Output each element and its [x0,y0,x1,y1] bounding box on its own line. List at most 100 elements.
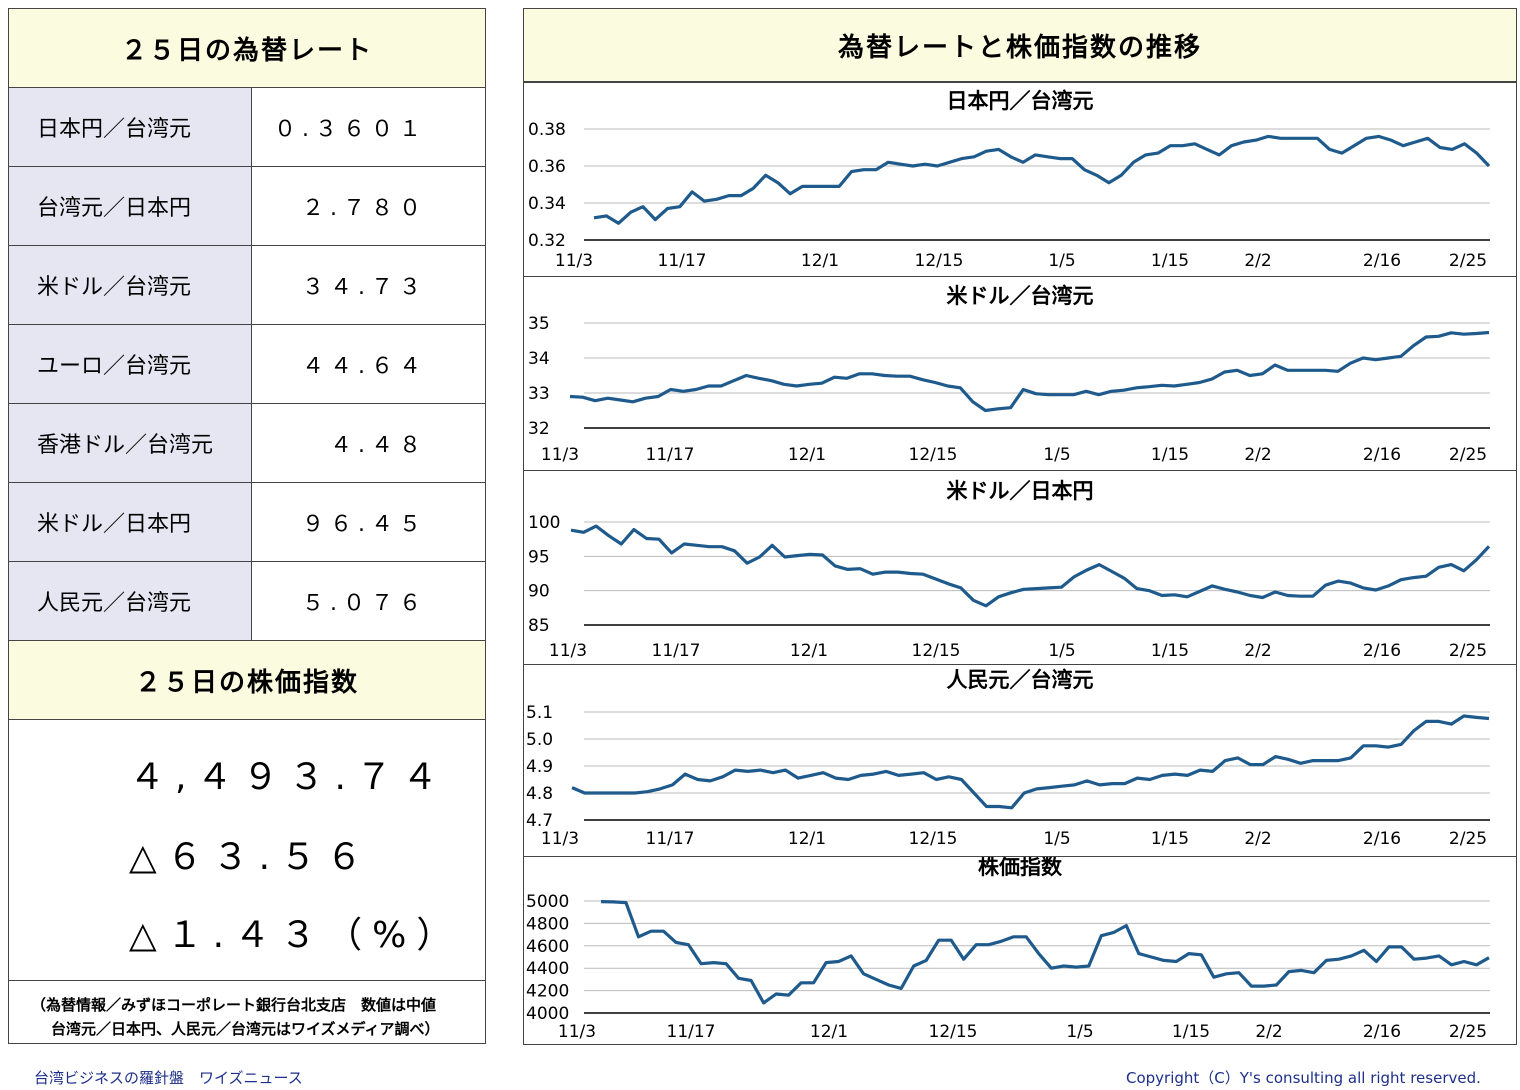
y-tick-label: 5000 [526,892,569,912]
y-tick-label: 4.8 [526,784,553,804]
footer-left: 台湾ビジネスの羅針盤 ワイズニュース [34,1069,303,1087]
chart-svg: 米ドル／日本円 85 90 95 100 11/3 11/17 12/1 12/15 1/5 1/1… [528,479,1491,661]
chart-title: 米ドル／台湾元 [947,284,1094,308]
rate-row: 米ドル／台湾元 ３４.７３ [9,245,485,325]
rate-label: 人民元／台湾元 [9,561,252,641]
y-tick-label: 95 [528,547,550,567]
rate-value: ０.３６０１ [251,88,485,167]
y-tick-label: 4600 [526,937,569,957]
y-tick-label: 4400 [526,959,569,979]
rate-row: 台湾元／日本円 ２.７８０ [9,166,485,246]
x-tick-label: 2/25 [1449,445,1487,465]
y-tick-label: 5.0 [526,730,553,750]
rate-row: 香港ドル／台湾元 ４.４８ [9,403,485,483]
x-tick-label: 2/25 [1449,829,1487,849]
x-tick-label: 12/1 [810,1022,848,1042]
x-tick-label: 12/15 [929,1022,978,1042]
series-line [569,330,1490,413]
x-tick-label: 1/5 [1043,829,1070,849]
rates-table: 日本円／台湾元 ０.３６０１ 台湾元／日本円 ２.７８０ 米ドル／台湾元 ３４.７３ ユーロ… [9,88,485,641]
x-tick-label: 11/3 [541,445,579,465]
charts-panel: 為替レートと株価指数の推移 日本円／台湾元 0.32 0.34 0.36 0.38 11/… [523,8,1517,1045]
y-tick-label: 85 [528,616,550,636]
x-tick-label: 1/15 [1172,1022,1210,1042]
x-tick-label: 2/2 [1244,641,1271,661]
rates-title: ２５日の為替レート [9,9,485,88]
x-tick-label: 11/17 [646,829,695,849]
x-tick-label: 1/5 [1043,445,1070,465]
source-note-line2: 台湾元／日本円、人民元／台湾元はワイズメディア調べ） [51,1020,440,1038]
rate-value: ５.０７６ [251,561,485,641]
rate-value: ３４.７３ [251,245,485,325]
x-tick-label: 11/17 [658,251,707,271]
x-tick-label: 2/16 [1363,641,1401,661]
chart-title: 日本円／台湾元 [947,89,1094,113]
left-summary-panel: ２５日の為替レート 日本円／台湾元 ０.３６０１ 台湾元／日本円 ２.７８０ 米ドル／台… [8,8,486,1044]
y-tick-label: 0.36 [528,157,566,177]
y-tick-label: 4.7 [526,811,553,831]
rate-label: 台湾元／日本円 [9,166,252,246]
y-tick-label: 0.34 [528,194,566,214]
rate-row: 人民元／台湾元 ５.０７６ [9,561,485,641]
x-tick-label: 2/2 [1244,445,1271,465]
y-tick-label: 4800 [526,914,569,934]
footer-copyright: Copyright（C）Y's consulting all right res… [1126,1069,1481,1087]
x-tick-label: 12/15 [915,251,964,271]
y-tick-label: 34 [528,349,550,369]
rate-label: 米ドル／日本円 [9,482,252,562]
x-tick-label: 2/25 [1449,641,1487,661]
x-tick-label: 1/5 [1048,641,1075,661]
x-tick-label: 11/3 [541,829,579,849]
rate-row: ユーロ／台湾元 ４４.６４ [9,324,485,404]
rate-value: ２.７８０ [251,166,485,246]
rate-label: ユーロ／台湾元 [9,324,252,404]
x-tick-label: 2/2 [1244,251,1271,271]
x-tick-label: 12/15 [909,829,958,849]
rate-value: ９６.４５ [251,482,485,562]
chart-svg: 日本円／台湾元 0.32 0.34 0.36 0.38 11/3 11/17 12/1 12/1… [528,89,1491,271]
x-tick-label: 1/5 [1048,251,1075,271]
series-line [600,900,1490,1005]
y-tick-label: 100 [528,513,560,533]
rate-value: ４.４８ [251,403,485,483]
rate-row: 米ドル／日本円 ９６.４５ [9,482,485,562]
x-tick-label: 11/17 [667,1022,716,1042]
series-line [571,714,1490,810]
chart-panel: 米ドル／台湾元 32 33 34 35 11/3 11/17 12/1 12/15 1/5 1/15… [524,276,1516,471]
y-tick-label: 4200 [526,982,569,1002]
y-tick-label: 5.1 [526,703,553,723]
y-tick-label: 0.38 [528,120,566,140]
y-tick-label: 33 [528,384,550,404]
x-tick-label: 11/17 [646,445,695,465]
x-tick-label: 1/15 [1151,251,1189,271]
x-tick-label: 2/16 [1363,829,1401,849]
stock-change-percent: △１.４３（%） [129,915,463,956]
source-note: （為替情報／みずほコーポレート銀行台北支店 数値は中値 台湾元／日本円、人民元／… [9,981,485,1041]
x-tick-label: 2/2 [1255,1022,1282,1042]
x-tick-label: 12/15 [912,641,961,661]
y-tick-label: 4.9 [526,757,553,777]
rate-label: 米ドル／台湾元 [9,245,252,325]
x-tick-label: 12/1 [788,445,826,465]
x-tick-label: 12/1 [801,251,839,271]
chart-panel: 人民元／台湾元 4.7 4.8 4.9 5.0 5.1 11/3 11/17 12/1 12/15… [524,664,1516,857]
y-tick-label: 90 [528,582,550,602]
x-tick-label: 12/1 [790,641,828,661]
x-tick-label: 11/17 [652,641,701,661]
x-tick-label: 2/25 [1449,251,1487,271]
x-tick-label: 2/16 [1363,445,1401,465]
rate-label: 日本円／台湾元 [9,88,252,167]
stock-values: ４,４９３.７４ △６３.５６ △１.４３（%） [9,720,485,981]
source-note-line1: （為替情報／みずほコーポレート銀行台北支店 数値は中値 [31,996,437,1014]
y-tick-label: 0.32 [528,231,566,251]
x-tick-label: 1/15 [1151,829,1189,849]
x-tick-label: 11/3 [558,1022,596,1042]
rate-label: 香港ドル／台湾元 [9,403,252,483]
chart-svg: 人民元／台湾元 4.7 4.8 4.9 5.0 5.1 11/3 11/17 12/1 12/15… [526,668,1490,849]
stock-change-value: △６３.５６ [129,837,373,878]
x-tick-label: 11/3 [555,251,593,271]
series-line [570,524,1491,608]
chart-panel: 日本円／台湾元 0.32 0.34 0.36 0.38 11/3 11/17 12/1 12/1… [524,82,1516,277]
x-tick-label: 2/16 [1363,251,1401,271]
